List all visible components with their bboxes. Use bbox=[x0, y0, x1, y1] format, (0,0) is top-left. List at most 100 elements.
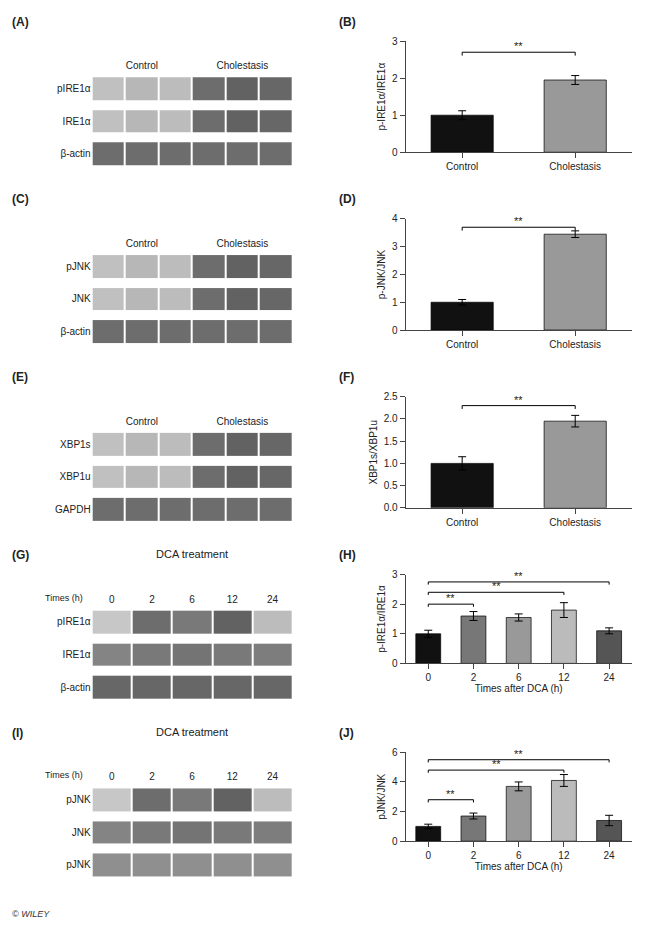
svg-text:2: 2 bbox=[471, 672, 477, 683]
svg-text:Cholestasis: Cholestasis bbox=[217, 416, 269, 427]
svg-text:(H): (H) bbox=[339, 548, 356, 562]
svg-text:**: ** bbox=[514, 40, 523, 52]
svg-text:0: 0 bbox=[392, 658, 398, 669]
svg-text:6: 6 bbox=[516, 850, 522, 861]
svg-text:(E): (E) bbox=[12, 370, 28, 384]
svg-text:3: 3 bbox=[392, 36, 398, 47]
svg-text:0.5: 0.5 bbox=[384, 480, 398, 491]
svg-text:12: 12 bbox=[558, 850, 570, 861]
svg-text:12: 12 bbox=[227, 594, 239, 605]
svg-text:IRE1α: IRE1α bbox=[63, 116, 91, 127]
svg-text:24: 24 bbox=[267, 594, 279, 605]
svg-text:pJNK: pJNK bbox=[66, 794, 91, 805]
svg-text:**: ** bbox=[514, 570, 523, 582]
svg-text:2: 2 bbox=[149, 771, 155, 782]
svg-text:4: 4 bbox=[392, 213, 398, 224]
svg-text:© WILEY: © WILEY bbox=[12, 909, 50, 919]
svg-text:Times after DCA (h): Times after DCA (h) bbox=[475, 861, 563, 872]
svg-text:Cholestasis: Cholestasis bbox=[549, 161, 601, 172]
svg-text:JNK: JNK bbox=[72, 293, 91, 304]
svg-text:pJNK: pJNK bbox=[66, 859, 91, 870]
svg-text:GAPDH: GAPDH bbox=[55, 504, 91, 515]
svg-text:6: 6 bbox=[189, 594, 195, 605]
svg-text:(B): (B) bbox=[339, 15, 356, 29]
svg-text:(D): (D) bbox=[339, 192, 356, 206]
svg-text:3: 3 bbox=[392, 241, 398, 252]
svg-text:XBP1s: XBP1s bbox=[60, 439, 91, 450]
svg-text:(G): (G) bbox=[12, 548, 29, 562]
svg-text:**: ** bbox=[514, 748, 523, 760]
svg-text:Cholestasis: Cholestasis bbox=[549, 517, 601, 528]
svg-text:p-JNK/JNK: p-JNK/JNK bbox=[376, 249, 387, 299]
svg-text:2.0: 2.0 bbox=[384, 413, 398, 424]
svg-text:Times (h): Times (h) bbox=[45, 770, 83, 780]
svg-text:IRE1α: IRE1α bbox=[63, 649, 91, 660]
svg-text:Times after DCA (h): Times after DCA (h) bbox=[475, 683, 563, 694]
svg-text:**: ** bbox=[446, 592, 455, 604]
svg-text:pJNK/JNK: pJNK/JNK bbox=[376, 773, 387, 819]
svg-text:0: 0 bbox=[109, 771, 115, 782]
svg-text:(A): (A) bbox=[12, 15, 29, 29]
svg-text:p-IRE1α/IRE1α: p-IRE1α/IRE1α bbox=[376, 585, 387, 653]
svg-text:JNK: JNK bbox=[72, 827, 91, 838]
svg-text:6: 6 bbox=[516, 672, 522, 683]
svg-text:Cholestasis: Cholestasis bbox=[549, 339, 601, 350]
svg-text:pIRE1α: pIRE1α bbox=[57, 616, 91, 627]
svg-text:β-actin: β-actin bbox=[60, 682, 90, 693]
svg-text:2: 2 bbox=[149, 594, 155, 605]
svg-text:**: ** bbox=[492, 758, 501, 770]
svg-text:Times (h): Times (h) bbox=[45, 593, 83, 603]
svg-text:3: 3 bbox=[392, 569, 398, 580]
svg-text:2.5: 2.5 bbox=[384, 391, 398, 402]
svg-text:(I): (I) bbox=[12, 726, 23, 740]
svg-text:0: 0 bbox=[392, 147, 398, 158]
svg-text:p-IRE1α/IRE1α: p-IRE1α/IRE1α bbox=[376, 63, 387, 131]
svg-text:Control: Control bbox=[126, 60, 158, 71]
svg-text:**: ** bbox=[492, 580, 501, 592]
svg-text:pJNK: pJNK bbox=[66, 261, 91, 272]
svg-text:0: 0 bbox=[109, 594, 115, 605]
svg-text:1.5: 1.5 bbox=[384, 436, 398, 447]
svg-text:1.0: 1.0 bbox=[384, 458, 398, 469]
svg-text:(F): (F) bbox=[339, 370, 354, 384]
svg-text:0: 0 bbox=[392, 836, 398, 847]
svg-text:6: 6 bbox=[189, 771, 195, 782]
svg-text:**: ** bbox=[514, 215, 523, 227]
svg-text:24: 24 bbox=[604, 850, 616, 861]
svg-text:2: 2 bbox=[392, 806, 398, 817]
svg-text:24: 24 bbox=[267, 771, 279, 782]
svg-text:0: 0 bbox=[392, 325, 398, 336]
svg-text:Cholestasis: Cholestasis bbox=[217, 60, 269, 71]
svg-text:Control: Control bbox=[446, 517, 478, 528]
svg-text:12: 12 bbox=[227, 771, 239, 782]
svg-text:Control: Control bbox=[126, 416, 158, 427]
svg-text:(C): (C) bbox=[12, 192, 29, 206]
svg-text:**: ** bbox=[446, 788, 455, 800]
svg-text:Cholestasis: Cholestasis bbox=[217, 238, 269, 249]
svg-text:2: 2 bbox=[392, 269, 398, 280]
svg-text:2: 2 bbox=[471, 850, 477, 861]
svg-text:XBP1u: XBP1u bbox=[59, 471, 90, 482]
svg-text:0: 0 bbox=[425, 672, 431, 683]
svg-text:0.0: 0.0 bbox=[384, 502, 398, 513]
svg-text:β-actin: β-actin bbox=[60, 148, 90, 159]
svg-text:Control: Control bbox=[126, 238, 158, 249]
svg-text:24: 24 bbox=[604, 672, 616, 683]
svg-text:Control: Control bbox=[446, 339, 478, 350]
svg-text:12: 12 bbox=[558, 672, 570, 683]
svg-text:1: 1 bbox=[392, 297, 398, 308]
svg-text:2: 2 bbox=[392, 599, 398, 610]
svg-text:pIRE1α: pIRE1α bbox=[57, 83, 91, 94]
svg-text:2: 2 bbox=[392, 73, 398, 84]
svg-text:1: 1 bbox=[392, 110, 398, 121]
svg-text:DCA treatment: DCA treatment bbox=[156, 548, 228, 560]
svg-text:XBP1s/XBP1u: XBP1s/XBP1u bbox=[368, 420, 379, 484]
svg-text:**: ** bbox=[514, 394, 523, 406]
svg-text:(J): (J) bbox=[339, 726, 354, 740]
svg-text:β-actin: β-actin bbox=[60, 326, 90, 337]
svg-text:0: 0 bbox=[425, 850, 431, 861]
svg-text:4: 4 bbox=[392, 776, 398, 787]
svg-text:1: 1 bbox=[392, 628, 398, 639]
svg-text:6: 6 bbox=[392, 747, 398, 758]
svg-text:DCA treatment: DCA treatment bbox=[156, 726, 228, 738]
